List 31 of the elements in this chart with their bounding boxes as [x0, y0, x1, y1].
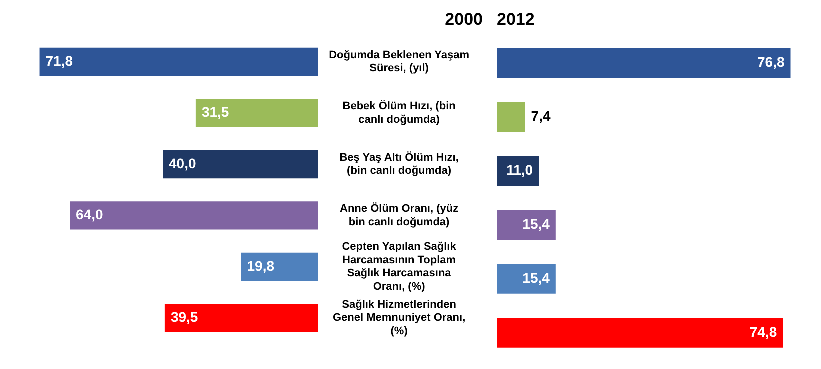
- y-tick-label: Sağlık Hizmetlerinden Genel Memnuniyet Oranı, (%): [332, 299, 466, 338]
- data-label: 39,5: [170, 309, 198, 326]
- bar: [497, 102, 526, 132]
- bar: [70, 202, 318, 230]
- data-label: 7,4: [531, 108, 551, 124]
- data-label: 40,0: [169, 155, 196, 172]
- bar: [196, 99, 318, 128]
- data-label: 11,0: [506, 162, 534, 178]
- text: 2000: [445, 10, 483, 29]
- data-label: 64,0: [76, 206, 104, 223]
- y-tick-label: Cepten Yapılan Sağlık Harcamasının Toplam Sağlık Harcamasına Oranı, (%): [342, 241, 458, 293]
- bar: [163, 150, 318, 179]
- bar: [497, 210, 556, 240]
- data-label: 15,4: [522, 216, 550, 232]
- data-label: 15,4: [522, 270, 550, 286]
- bar: [164, 304, 318, 332]
- data-label: 76,8: [758, 54, 785, 70]
- chart-title: 2012: [497, 10, 535, 29]
- data-label: 74,8: [750, 324, 778, 340]
- bar: [497, 48, 791, 78]
- y-tick-label: Doğumda Beklenen Yaşam Süresi, (yıl): [329, 49, 470, 75]
- data-label: 19,8: [247, 258, 275, 274]
- data-label: 31,5: [202, 104, 230, 120]
- bar: [40, 48, 318, 76]
- y-tick-label: Anne Ölüm Oranı, (yüz bin canlı doğumda): [340, 202, 460, 228]
- data-label: 71,8: [46, 52, 74, 69]
- bar: [497, 264, 556, 294]
- y-tick-label: Beş Yaş Altı Ölüm Hızı, (bin canlı doğumda): [340, 150, 459, 178]
- bar: [241, 252, 318, 282]
- y-tick-label: Bebek Ölüm Hızı, (bin canlı doğumda): [342, 100, 456, 126]
- bar: [497, 318, 784, 348]
